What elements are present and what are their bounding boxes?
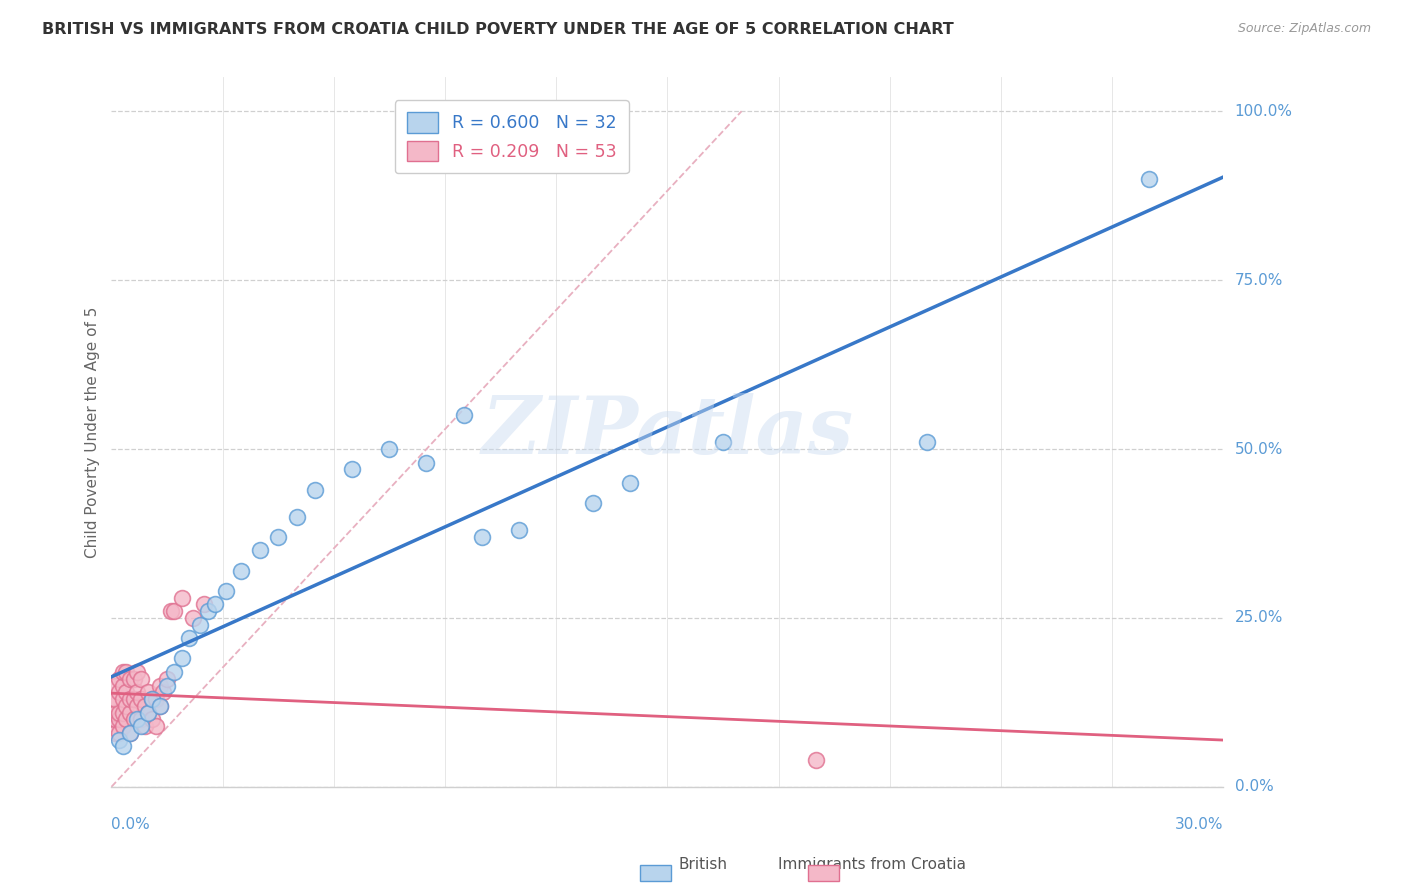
Point [508, 523, 530, 537]
Text: ZIPatlas: ZIPatlas [481, 393, 853, 471]
Point [619, 475, 641, 490]
Point [127, 665, 149, 679]
Point [149, 698, 172, 713]
Point [118, 726, 141, 740]
Point [145, 692, 167, 706]
Text: 50.0%: 50.0% [1234, 442, 1282, 457]
Point [181, 611, 204, 625]
Text: 100.0%: 100.0% [1234, 103, 1292, 119]
Point [159, 604, 181, 618]
Point [138, 685, 160, 699]
Point [304, 483, 326, 497]
Point [285, 509, 308, 524]
Point [804, 753, 827, 767]
Point [156, 678, 179, 692]
Point [111, 706, 134, 720]
Point [115, 712, 138, 726]
Point [141, 692, 163, 706]
Point [141, 692, 163, 706]
Point [415, 456, 437, 470]
Point [122, 712, 145, 726]
Point [111, 665, 134, 679]
Point [111, 739, 134, 754]
Point [582, 496, 605, 510]
Point [179, 631, 201, 645]
Point [215, 583, 238, 598]
Text: British: British [679, 857, 727, 872]
Point [115, 698, 138, 713]
Point [127, 698, 149, 713]
Text: Immigrants from Croatia: Immigrants from Croatia [778, 857, 966, 872]
Point [115, 685, 138, 699]
Legend: R = 0.600   N = 32, R = 0.209   N = 53: R = 0.600 N = 32, R = 0.209 N = 53 [395, 100, 628, 173]
Point [378, 442, 401, 456]
Point [104, 678, 127, 692]
Point [104, 692, 127, 706]
Point [129, 692, 152, 706]
Point [118, 706, 141, 720]
Point [108, 685, 131, 699]
Point [138, 706, 160, 720]
Point [104, 706, 127, 720]
Point [104, 712, 127, 726]
Point [134, 719, 156, 733]
Point [453, 409, 475, 423]
Point [108, 672, 131, 686]
Point [108, 732, 131, 747]
Point [108, 726, 131, 740]
Point [115, 665, 138, 679]
Text: 75.0%: 75.0% [1234, 273, 1282, 287]
Point [170, 651, 193, 665]
Point [711, 435, 734, 450]
Text: 30.0%: 30.0% [1175, 817, 1223, 832]
Text: 25.0%: 25.0% [1234, 610, 1282, 625]
Point [104, 726, 127, 740]
Y-axis label: Child Poverty Under the Age of 5: Child Poverty Under the Age of 5 [86, 307, 100, 558]
Point [118, 672, 141, 686]
Point [118, 692, 141, 706]
Point [122, 672, 145, 686]
Text: Source: ZipAtlas.com: Source: ZipAtlas.com [1237, 22, 1371, 36]
Point [108, 706, 131, 720]
Point [129, 672, 152, 686]
Point [129, 719, 152, 733]
Point [267, 530, 290, 544]
Point [145, 719, 167, 733]
Point [138, 706, 160, 720]
Point [471, 530, 494, 544]
Point [134, 698, 156, 713]
Point [100, 698, 122, 713]
Point [111, 719, 134, 733]
Point [100, 692, 122, 706]
Point [156, 672, 179, 686]
Point [342, 462, 364, 476]
Point [249, 543, 271, 558]
Point [193, 598, 215, 612]
Text: BRITISH VS IMMIGRANTS FROM CROATIA CHILD POVERTY UNDER THE AGE OF 5 CORRELATION : BRITISH VS IMMIGRANTS FROM CROATIA CHILD… [42, 22, 953, 37]
Point [127, 685, 149, 699]
Point [129, 712, 152, 726]
Point [163, 604, 186, 618]
Point [111, 692, 134, 706]
Point [149, 698, 172, 713]
Point [190, 617, 212, 632]
Point [108, 712, 131, 726]
Point [170, 591, 193, 605]
Point [118, 726, 141, 740]
Point [915, 435, 938, 450]
Point [141, 712, 163, 726]
Point [111, 678, 134, 692]
Point [152, 685, 174, 699]
Point [231, 564, 253, 578]
Text: 0.0%: 0.0% [111, 817, 150, 832]
Point [163, 665, 186, 679]
Point [122, 692, 145, 706]
Point [149, 678, 172, 692]
Point [100, 712, 122, 726]
Point [127, 712, 149, 726]
Point [204, 598, 226, 612]
Point [197, 604, 219, 618]
Text: 0.0%: 0.0% [1234, 780, 1274, 795]
Point [1137, 171, 1160, 186]
